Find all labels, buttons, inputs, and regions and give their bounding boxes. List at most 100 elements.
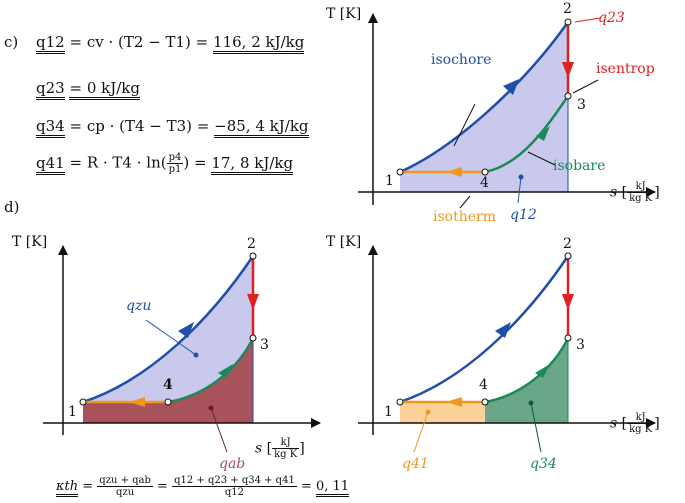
isobare-arrow — [536, 126, 550, 141]
point-4-label-d1: 4 — [163, 377, 173, 393]
p1-label: p1 — [168, 164, 182, 175]
point-2-d2 — [564, 252, 572, 260]
ts-diagram-d-left — [43, 245, 321, 453]
point-3-d1 — [249, 334, 257, 342]
isobare-label: isobare — [553, 158, 606, 174]
t-axis-label-d2: T [K] — [326, 234, 362, 250]
point-2-label-d1: 2 — [247, 236, 256, 252]
efficiency-formula: κth = qzu + qab qzu = q12 + q23 + q34 + q… — [56, 475, 350, 498]
q41-rhs-a: = R · T4 · ln — [69, 153, 161, 172]
efficiency-f2-den: q12 — [224, 487, 245, 498]
point-3-label-d2: 3 — [576, 337, 585, 353]
s-unit-d1: kJ kg K — [272, 437, 300, 460]
isochore-arrow-d2 — [495, 322, 511, 338]
isentrop-arrow — [562, 62, 574, 78]
point-4-d1 — [164, 398, 172, 406]
q41-label: q41 — [402, 456, 429, 472]
ts-diagram-c — [358, 13, 656, 209]
q23-lhs: q23 — [36, 79, 65, 100]
p4-label: p4 — [166, 152, 184, 164]
isochore-arrow — [503, 79, 519, 95]
s-unit-num-d2: kJ — [627, 412, 655, 424]
q12-value: 116, 2 kJ/kg — [213, 33, 305, 54]
efficiency-value: 0, 11 — [315, 479, 350, 497]
point-3-label-c: 3 — [577, 97, 586, 113]
q34-rhs: = cp · (T4 − T3) = — [69, 117, 210, 135]
q34-lhs: q34 — [36, 117, 65, 138]
isotherm-label: isotherm — [433, 209, 496, 225]
efficiency-f1-num: qzu + qab — [97, 475, 153, 487]
point-3-c — [564, 92, 572, 100]
point-4-label-c: 4 — [480, 175, 489, 191]
area-qzu — [83, 256, 253, 423]
efficiency-f1-den: qzu — [116, 487, 135, 498]
q41-rhs-b: = — [193, 153, 207, 172]
s-axis-label-c: s [kJ kg K] — [610, 181, 660, 204]
isochore-curve-d2 — [399, 255, 570, 404]
part-c-label: c) — [4, 33, 19, 51]
s-axis-label-d2: s [kJ kg K] — [610, 412, 660, 435]
point-4-label-d2: 4 — [479, 377, 488, 393]
isochore-arrow-d1 — [178, 322, 194, 338]
q34-value: −85, 4 kJ/kg — [214, 117, 309, 138]
isentrop-label: isentrop — [596, 61, 655, 77]
point-2-label-c: 2 — [563, 1, 572, 17]
q41-lhs: q41 — [36, 153, 65, 175]
point-1-label-d1: 1 — [68, 404, 77, 420]
s-unit-d2: kJ kg K — [627, 412, 655, 435]
isochore-curve-d1 — [82, 255, 255, 404]
point-4-c — [481, 168, 489, 176]
s-symbol-d2: s — [610, 415, 618, 432]
isobare-arrow-d1 — [218, 364, 233, 378]
area-qab — [83, 338, 253, 423]
equation-q41: q41 = R · T4 · ln(p4 p1) = 17, 8 kJ/kg — [36, 152, 294, 175]
s-unit-num-c: kJ — [627, 181, 655, 193]
s-symbol-c: s — [610, 184, 618, 201]
isobare-curve — [484, 95, 570, 174]
equation-q34: q34 = cp · (T4 − T3) = −85, 4 kJ/kg — [36, 117, 309, 138]
equation-q23: q23 = 0 kJ/kg — [36, 79, 140, 100]
point-4-d2 — [481, 398, 489, 406]
q41-value: 17, 8 kJ/kg — [211, 153, 294, 175]
t-axis-label-d1: T [K] — [12, 234, 48, 250]
point-3-d2 — [564, 334, 572, 342]
s-axis-label-d1: s [kJ kg K] — [255, 437, 305, 460]
q34-label: q34 — [530, 456, 557, 472]
isochore-label: isochore — [431, 52, 492, 68]
point-2-label-d2: 2 — [563, 236, 572, 252]
isobare-curve-d2 — [484, 337, 570, 404]
isentrop-arrow-d1 — [247, 294, 259, 310]
isotherm-arrow-d2 — [446, 397, 462, 407]
s-unit-c: kJ kg K — [627, 181, 655, 204]
qzu-label: qzu — [126, 298, 152, 314]
isotherm-arrow — [446, 167, 462, 177]
point-3-label-d1: 3 — [260, 337, 269, 353]
isochore-curve — [399, 21, 570, 174]
area-q12 — [400, 22, 568, 192]
q12-rhs: = cv · (T2 − T1) = — [69, 33, 209, 51]
s-unit-den-c: kg K — [629, 193, 653, 204]
efficiency-f2-num: q12 + q23 + q34 + q41 — [172, 475, 297, 487]
area-q41 — [400, 402, 485, 423]
point-1-d1 — [79, 398, 87, 406]
ts-diagram-d-right — [358, 245, 656, 453]
q12-lhs: q12 — [36, 33, 65, 54]
point-1-label-d2: 1 — [384, 404, 393, 420]
equation-q12: q12 = cv · (T2 − T1) = 116, 2 kJ/kg — [36, 33, 305, 54]
pressure-ratio: p4 p1 — [166, 152, 184, 175]
efficiency-lhs: κth — [56, 479, 79, 497]
qab-label: qab — [219, 456, 246, 472]
efficiency-fraction-2: q12 + q23 + q34 + q41 q12 — [172, 475, 297, 498]
efficiency-fraction-1: qzu + qab qzu — [97, 475, 153, 498]
s-unit-den-d2: kg K — [629, 424, 653, 435]
q23-label: q23 — [598, 10, 625, 26]
isotherm-arrow-d1 — [129, 397, 145, 407]
q12-label: q12 — [510, 207, 537, 223]
isobare-arrow-d2 — [535, 364, 550, 378]
area-q34 — [485, 338, 568, 423]
isobare-curve-d1 — [167, 337, 255, 404]
isentrop-arrow-d2 — [562, 294, 574, 310]
point-1-label-c: 1 — [385, 173, 394, 189]
point-2-c — [564, 18, 572, 26]
